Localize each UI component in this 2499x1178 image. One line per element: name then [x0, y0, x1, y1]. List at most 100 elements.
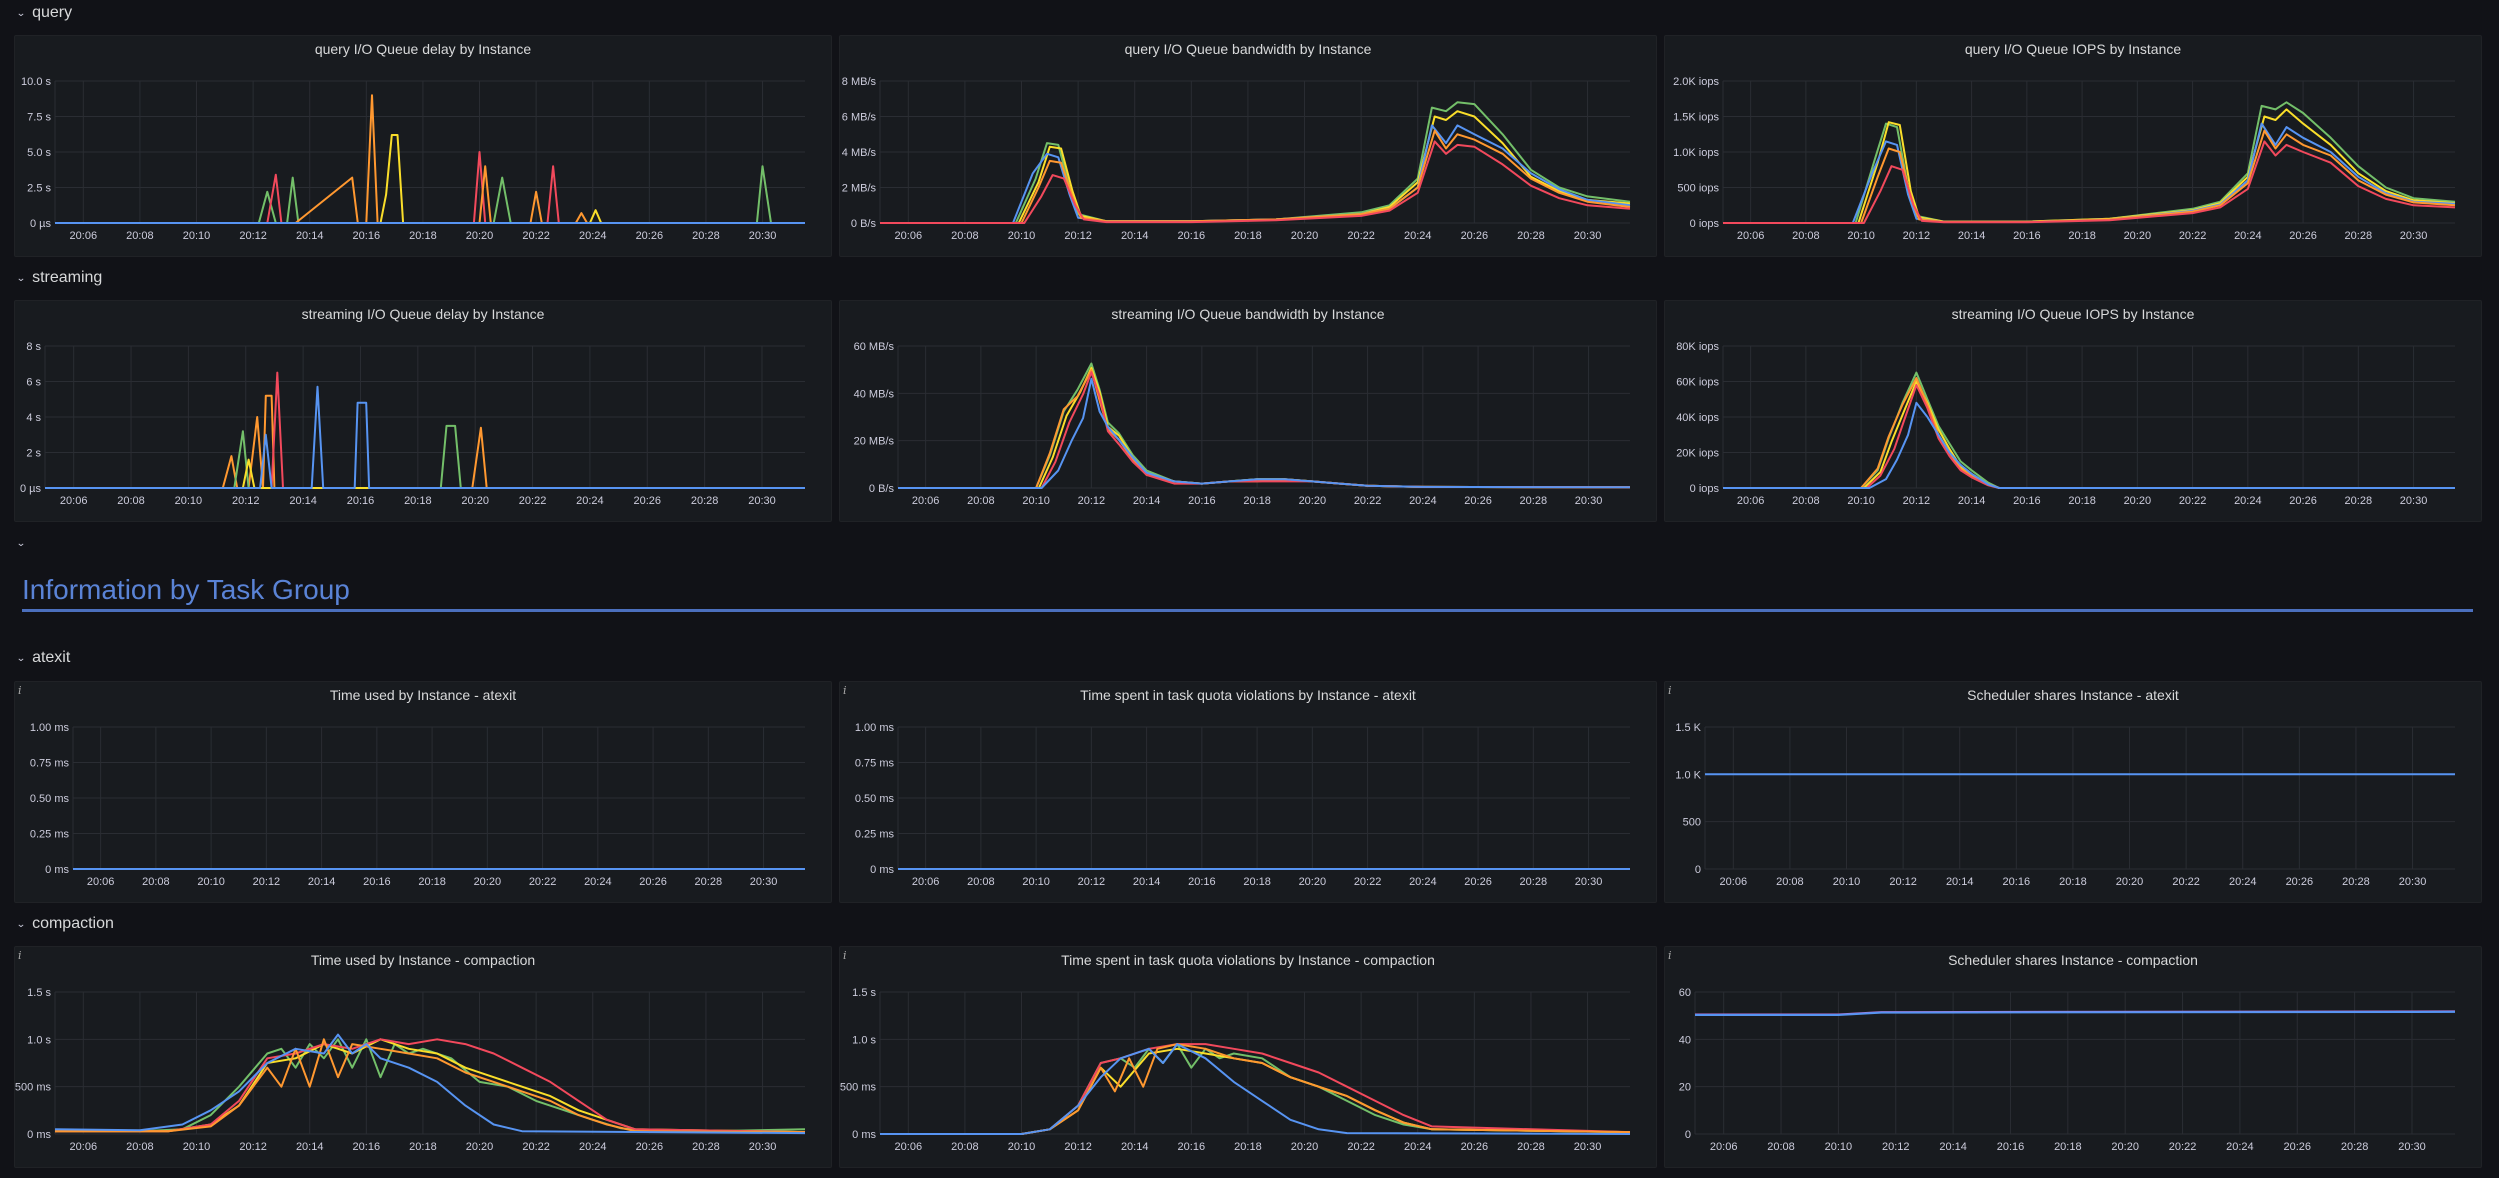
chart-svg[interactable]: 60 40 20 0 20:06 20:08 20:10 20:12 20:14 20:16 20:… — [1665, 947, 2483, 1169]
chart-svg[interactable]: 10.0 s 7.5 s 5.0 s 2.5 s 0 µs 20:06 20:08 20:10… — [15, 36, 833, 258]
x-tick-label: 20:06 — [1737, 230, 1765, 242]
row-header-atexit[interactable]: ⌄ atexit — [16, 647, 70, 669]
panel-title[interactable]: Time spent in task quota violations by I… — [1080, 687, 1416, 703]
panel-q-bw[interactable]: query I/O Queue bandwidth by Instance 8 M… — [839, 35, 1657, 257]
x-tick-label: 20:16 — [363, 876, 391, 888]
y-tick-label: 0.75 ms — [30, 758, 70, 770]
panel-title[interactable]: Time spent in task quota violations by I… — [1061, 952, 1435, 968]
series-line-red[interactable] — [55, 151, 805, 224]
panel-s-delay[interactable]: streaming I/O Queue delay by Instance 8 s… — [14, 300, 832, 522]
series-line-blue[interactable] — [54, 1033, 806, 1135]
series-line-green[interactable] — [55, 165, 805, 224]
y-tick-label: 0 µs — [20, 483, 42, 495]
panel-title[interactable]: query I/O Queue bandwidth by Instance — [1124, 41, 1372, 57]
y-tick-label: 6 MB/s — [842, 112, 877, 124]
chart-svg[interactable]: 1.00 ms 0.75 ms 0.50 ms 0.25 ms 0 ms 20:06 20:… — [15, 682, 833, 904]
panel-title[interactable]: Scheduler shares Instance - atexit — [1967, 687, 2179, 703]
info-icon[interactable]: i — [843, 684, 847, 697]
series-line-blue[interactable] — [1723, 401, 2455, 489]
panel-title[interactable]: streaming I/O Queue delay by Instance — [301, 306, 545, 322]
panel-title[interactable]: Time used by Instance - compaction — [310, 952, 536, 968]
panel-a-time[interactable]: Time used by Instance - atexit i 1.00 ms 0.… — [14, 681, 832, 903]
series-line-red[interactable] — [55, 1038, 806, 1134]
series-line-orange[interactable] — [1723, 377, 2455, 489]
x-tick-label: 20:24 — [2234, 230, 2262, 242]
row-header-compaction[interactable]: ⌄ compaction — [16, 913, 114, 935]
series-line-green[interactable] — [880, 1043, 1631, 1135]
series-line-blue[interactable] — [1723, 122, 2456, 224]
series-line-green[interactable] — [898, 362, 1631, 489]
series-line-red[interactable] — [880, 140, 1631, 224]
series-line-blue[interactable] — [898, 377, 1631, 489]
series-line-yellow[interactable] — [55, 1038, 806, 1134]
chart-svg[interactable]: 1.5 K 1.0 K 500 0 20:06 20:08 20:10 20:12 20:14 2… — [1665, 682, 2483, 904]
panel-a-shares[interactable]: Scheduler shares Instance - atexit i 1.5 K… — [1664, 681, 2482, 903]
chart-svg[interactable]: 60 MB/s 40 MB/s 20 MB/s 0 B/s 20:06 20:08 20:1… — [840, 301, 1658, 523]
series-line-orange[interactable] — [55, 1038, 806, 1134]
series-line-orange[interactable] — [55, 94, 805, 224]
series-line-green[interactable] — [1723, 371, 2455, 489]
chart-svg[interactable]: 8 MB/s 6 MB/s 4 MB/s 2 MB/s 0 B/s 20:06 20:08 2… — [840, 36, 1658, 258]
panel-title[interactable]: query I/O Queue IOPS by Instance — [1964, 41, 2182, 57]
series-line-blue[interactable] — [880, 1043, 1631, 1135]
info-icon[interactable]: i — [18, 684, 22, 697]
x-tick-label: 20:20 — [466, 230, 494, 242]
x-tick-label: 20:16 — [347, 495, 375, 507]
row-header-query[interactable]: ⌄ query — [16, 2, 72, 24]
series-line-orange[interactable] — [880, 129, 1631, 224]
chart-svg[interactable]: 8 s 6 s 4 s 2 s 0 µs 20:06 20:08 20:10 20:12 20:1… — [15, 301, 833, 523]
x-tick-label: 20:12 — [239, 1141, 267, 1153]
chart-svg[interactable]: 1.00 ms 0.75 ms 0.50 ms 0.25 ms 0 ms 20:06 20:… — [840, 682, 1658, 904]
info-icon[interactable]: i — [1668, 684, 1672, 697]
series-line-green[interactable] — [45, 424, 805, 489]
series-line-yellow[interactable] — [1723, 380, 2455, 489]
info-icon[interactable]: i — [18, 949, 22, 962]
x-tick-label: 20:28 — [2345, 230, 2373, 242]
series-line-orange[interactable] — [45, 394, 805, 489]
x-tick-label: 20:26 — [2286, 876, 2314, 888]
x-tick-label: 20:30 — [2400, 230, 2428, 242]
series-line-orange[interactable] — [880, 1043, 1631, 1135]
series-line-red[interactable] — [898, 371, 1631, 489]
panel-title[interactable]: streaming I/O Queue IOPS by Instance — [1951, 306, 2195, 322]
section-title: Information by Task Group — [22, 572, 2473, 612]
series-line-blue[interactable] — [1695, 1010, 2456, 1016]
series-line-green[interactable] — [880, 101, 1631, 224]
panel-c-time[interactable]: Time used by Instance - compaction i 1.5 s… — [14, 946, 832, 1168]
chart-svg[interactable]: 80K iops 60K iops 40K iops 20K iops 0 iops 20… — [1665, 301, 2483, 523]
chart-svg[interactable]: 1.5 s 1.0 s 500 ms 0 ms 20:06 20:08 20:10 20:12… — [15, 947, 833, 1169]
panel-title[interactable]: query I/O Queue delay by Instance — [314, 41, 532, 57]
series-line-orange[interactable] — [898, 369, 1631, 489]
series-line-blue[interactable] — [880, 124, 1631, 224]
info-icon[interactable]: i — [843, 949, 847, 962]
panel-q-delay[interactable]: query I/O Queue delay by Instance 10.0 s 7… — [14, 35, 832, 257]
panel-title[interactable]: Time used by Instance - atexit — [329, 687, 517, 703]
chart-svg[interactable]: 1.5 s 1.0 s 500 ms 0 ms 20:06 20:08 20:10 20:12… — [840, 947, 1658, 1169]
series-line-yellow[interactable] — [1723, 108, 2456, 224]
series-line-yellow[interactable] — [45, 458, 805, 489]
x-tick-label: 20:24 — [584, 876, 612, 888]
panel-a-quota[interactable]: Time spent in task quota violations by I… — [839, 681, 1657, 903]
series-line-yellow[interactable] — [55, 134, 805, 224]
chart-svg[interactable]: 2.0K iops 1.5K iops 1.0K iops 500 iops 0 iop… — [1665, 36, 2483, 258]
series-line-red[interactable] — [1723, 140, 2456, 224]
panel-q-iops[interactable]: query I/O Queue IOPS by Instance 2.0K iop… — [1664, 35, 2482, 257]
panel-c-quota[interactable]: Time spent in task quota violations by I… — [839, 946, 1657, 1168]
x-tick-label: 20:12 — [1064, 230, 1092, 242]
panel-s-iops[interactable]: streaming I/O Queue IOPS by Instance 80K … — [1664, 300, 2482, 522]
info-icon[interactable]: i — [1668, 949, 1672, 962]
series-line-green[interactable] — [1723, 101, 2456, 224]
x-tick-label: 20:16 — [2003, 876, 2031, 888]
y-tick-label: 1.5K iops — [1673, 112, 1719, 124]
series-line-red[interactable] — [1723, 384, 2455, 489]
series-line-yellow[interactable] — [898, 366, 1631, 489]
row-header-streaming[interactable]: ⌄ streaming — [16, 267, 102, 289]
panel-title[interactable]: streaming I/O Queue bandwidth by Instanc… — [1111, 306, 1385, 322]
series-line-red[interactable] — [45, 371, 805, 489]
row-header-collapsed[interactable]: ⌄ — [16, 532, 32, 554]
series-line-blue[interactable] — [45, 385, 805, 489]
panel-s-bw[interactable]: streaming I/O Queue bandwidth by Instanc… — [839, 300, 1657, 522]
panel-title[interactable]: Scheduler shares Instance - compaction — [1948, 952, 2198, 968]
series-line-orange[interactable] — [1723, 129, 2456, 224]
panel-c-shares[interactable]: Scheduler shares Instance - compaction i 6… — [1664, 946, 2482, 1168]
